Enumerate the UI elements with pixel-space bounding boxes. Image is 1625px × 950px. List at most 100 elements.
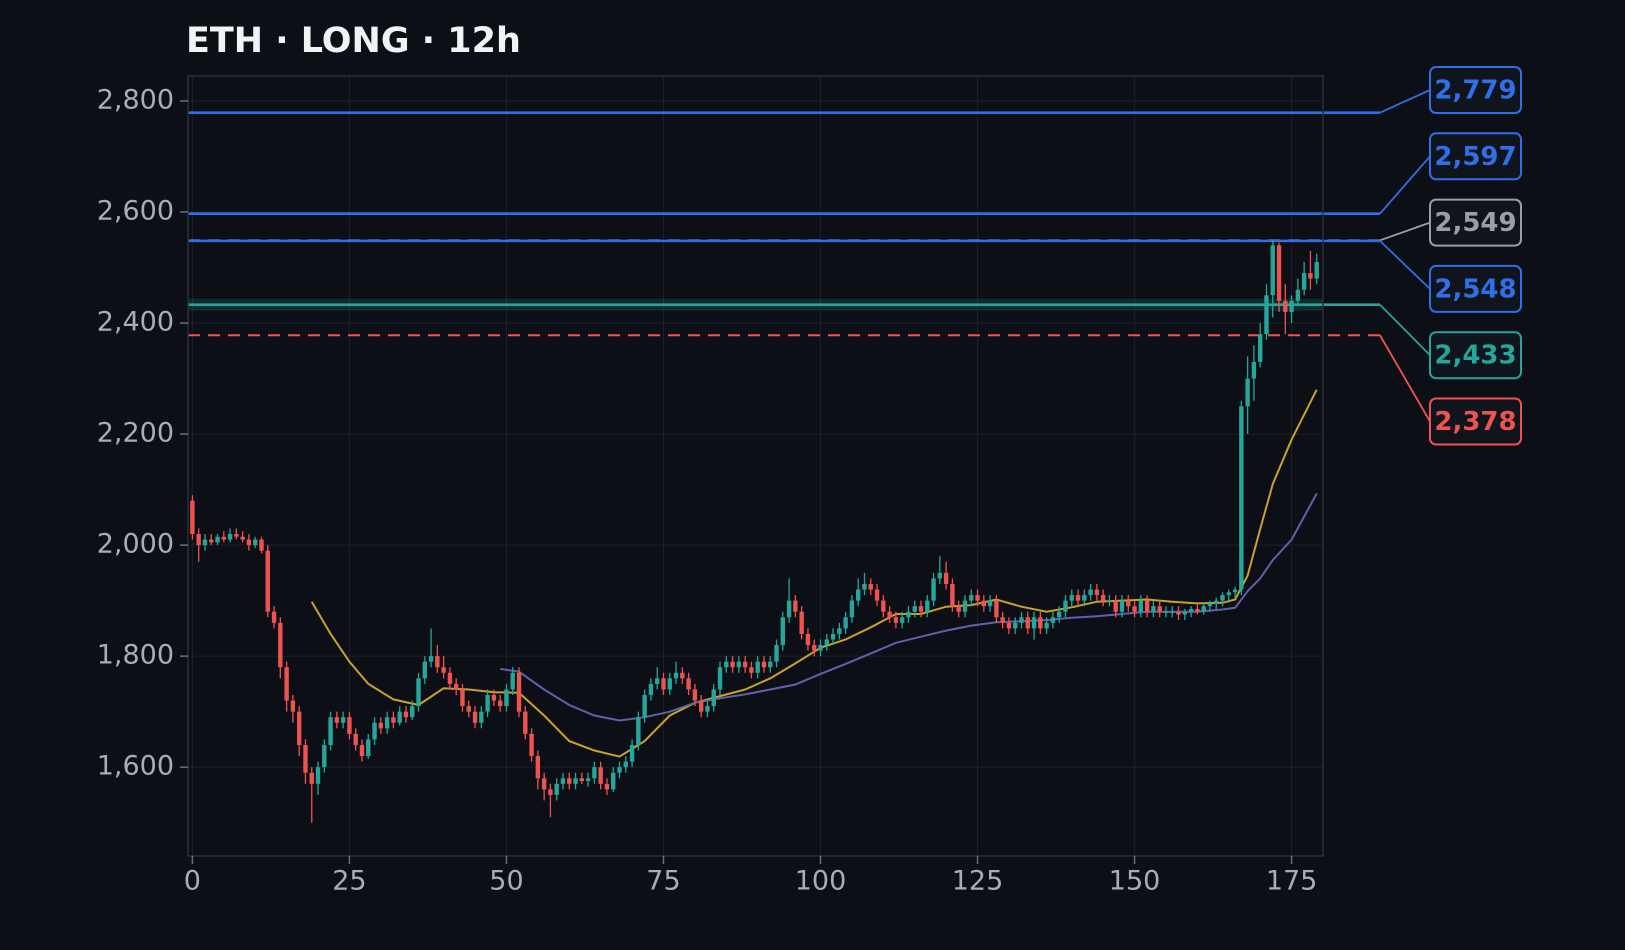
candle-body [1289,300,1294,312]
candle-body [573,778,578,784]
x-tick-label: 125 [952,866,1004,897]
candle-body [1207,603,1213,607]
x-tick-label: 175 [1266,866,1318,897]
candle-body [1013,622,1018,629]
candle-body [774,645,779,662]
candle-body [1031,617,1037,629]
candle-body [441,667,446,673]
level-label-box [1429,331,1522,380]
candle-body [1195,608,1200,612]
candle-body [786,600,792,618]
candle-body [818,645,823,651]
candle-body [768,661,773,668]
candle-body [673,672,679,679]
candle-body [1188,608,1194,612]
y-tick-label: 2,000 [97,529,174,560]
candle-body [1063,600,1068,612]
candle-body [1119,600,1125,612]
candle-body [698,700,704,712]
candle-body [655,678,660,684]
candle-body [975,595,980,601]
y-tick-label: 1,600 [97,751,174,782]
y-tick-label: 2,600 [97,196,174,227]
candle-body [1232,589,1238,593]
candle-body [560,778,566,784]
candle-body [855,589,861,601]
candle-body [1295,289,1301,301]
candle-body [736,661,742,668]
candle-body [196,534,201,546]
candle-body [454,683,459,690]
candle-body [1170,611,1175,613]
candle-body [384,717,390,729]
candle-body [1270,245,1275,296]
level-label: 2,597 [1434,142,1516,172]
candle-body [497,700,503,707]
candle-body [636,717,641,745]
candle-body [1251,361,1257,379]
candle-body [1107,600,1112,602]
candle-body [491,695,497,701]
candle-body [391,717,396,723]
y-tick-label: 2,800 [97,84,174,115]
candle-body [906,611,911,618]
candle-body [378,722,384,729]
candle-body [190,500,195,535]
candle-body [1276,245,1282,301]
candle-body [1157,606,1162,612]
candle-body [516,672,522,712]
x-tick-label: 75 [646,866,680,897]
candle-body [799,611,804,634]
level-connector [1379,304,1431,356]
candle-body [893,617,899,623]
candle-body [1126,600,1131,607]
candle-body [642,695,647,718]
candle-body [987,600,993,607]
candle-body [1264,295,1269,335]
candle-body [742,661,748,668]
level-connector [1379,334,1431,422]
candle-body [793,600,798,612]
candle-body [862,583,867,590]
candle-body [265,550,270,612]
level-connector [1379,240,1431,290]
level-connector [1379,155,1431,215]
candle-body [1006,622,1012,629]
candle-body [1000,617,1005,623]
level-connector [1379,221,1431,242]
candle-body [227,534,233,540]
candle-body [202,539,208,546]
candle-body [1069,595,1074,601]
chart-title: ETH · LONG · 12h [186,21,521,61]
candle-body [969,595,974,601]
candle-body [881,600,886,612]
candle-body [1151,606,1156,612]
level-label-box [1429,264,1522,313]
candle-body [1226,592,1231,596]
candle-body [215,536,220,543]
candle-body [460,689,465,707]
level-label: 2,433 [1434,341,1516,371]
plot-frame [187,75,1324,857]
candle-body [874,589,880,601]
candle-body [422,661,427,679]
level-label-box [1429,66,1522,114]
candle-body [259,539,264,551]
candle-body [943,572,949,584]
candle-body [296,711,302,745]
candle-body [209,539,214,543]
candle-body [805,633,811,646]
grid [188,76,1323,856]
level-label: 2,779 [1434,76,1516,106]
candle-body [887,611,892,618]
candle-body [611,772,616,790]
candle-body [724,661,729,668]
x-tick-label: 50 [489,866,523,897]
candle-body [711,689,716,707]
candle-body [667,678,672,690]
candle-body [579,778,585,782]
candle-body [950,583,955,607]
candle-body [416,678,421,707]
candle-body [447,672,453,684]
